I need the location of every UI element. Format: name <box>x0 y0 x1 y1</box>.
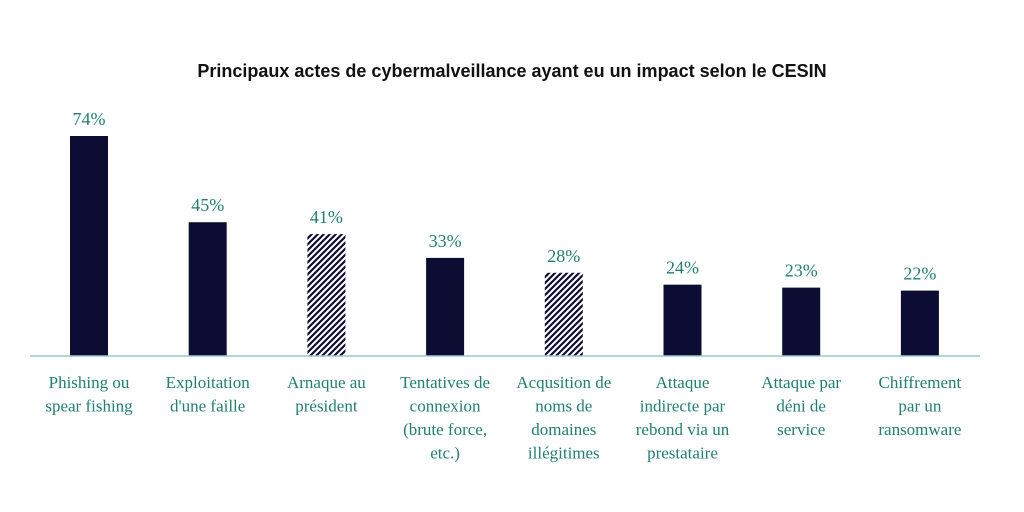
value-labels-group: 74% 45% 41% 33% 28% 24% 23% 22% <box>73 109 937 284</box>
bar <box>900 290 939 356</box>
category-label: spear fishing <box>45 397 133 416</box>
category-label: président <box>295 397 358 416</box>
bar <box>544 272 583 356</box>
bar <box>663 284 702 356</box>
category-label: d'une faille <box>170 397 245 416</box>
category-label: domaines <box>531 420 596 439</box>
category-label: Acqusition de <box>516 373 611 392</box>
data-label: 22% <box>903 264 936 284</box>
bar <box>426 257 465 356</box>
data-label: 24% <box>666 258 699 278</box>
category-label: Tentatives de <box>400 373 490 392</box>
category-label: par un <box>898 397 941 416</box>
category-label: illégitimes <box>528 444 600 463</box>
bars-group <box>70 136 939 356</box>
bar <box>782 287 821 356</box>
bar <box>70 136 108 356</box>
data-label: 23% <box>785 261 818 281</box>
data-label: 28% <box>547 246 580 266</box>
category-label: déni de <box>776 397 826 416</box>
category-label: noms de <box>535 397 592 416</box>
category-label: etc.) <box>430 444 460 463</box>
category-label: service <box>777 420 825 439</box>
bar <box>188 222 227 356</box>
category-label: indirecte par <box>640 397 726 416</box>
category-label: prestataire <box>647 444 718 463</box>
category-label: Arnaque au <box>287 373 366 392</box>
data-label: 33% <box>429 231 462 251</box>
category-label: Phishing ou <box>49 373 130 392</box>
category-label: rebond via un <box>636 420 730 439</box>
category-label: connexion <box>410 397 481 416</box>
category-label: Exploitation <box>166 373 251 392</box>
category-label: Chiffrement <box>879 373 962 392</box>
chart-title: Principaux actes de cybermalveillance ay… <box>197 61 826 81</box>
data-label: 74% <box>73 109 106 129</box>
category-label: (brute force, <box>403 420 487 439</box>
category-labels-group: Phishing ou spear fishing Exploitation d'un… <box>45 373 961 463</box>
data-label: 45% <box>191 195 224 215</box>
category-label: Attaque par <box>761 373 841 392</box>
category-label: ransomware <box>878 420 961 439</box>
category-label: Attaque <box>656 373 710 392</box>
bar <box>307 234 346 356</box>
data-label: 41% <box>310 207 343 227</box>
